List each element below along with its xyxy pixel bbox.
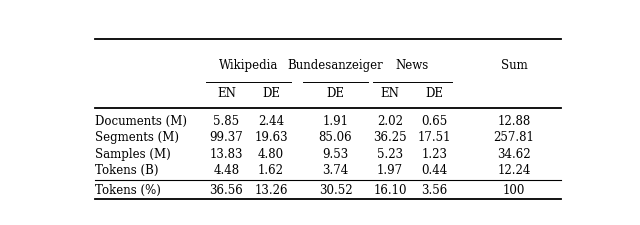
Text: 17.51: 17.51 bbox=[418, 131, 451, 144]
Text: 30.52: 30.52 bbox=[319, 184, 352, 197]
Text: 2.44: 2.44 bbox=[258, 115, 284, 128]
Text: 1.91: 1.91 bbox=[323, 115, 348, 128]
Text: 1.23: 1.23 bbox=[422, 148, 447, 161]
Text: 85.06: 85.06 bbox=[319, 131, 352, 144]
Text: Samples (M): Samples (M) bbox=[95, 148, 171, 161]
Text: DE: DE bbox=[426, 87, 444, 100]
Text: 4.48: 4.48 bbox=[213, 164, 239, 177]
Text: 1.62: 1.62 bbox=[258, 164, 284, 177]
Text: 257.81: 257.81 bbox=[493, 131, 534, 144]
Text: 13.26: 13.26 bbox=[254, 184, 288, 197]
Text: 12.24: 12.24 bbox=[497, 164, 531, 177]
Text: 12.88: 12.88 bbox=[497, 115, 531, 128]
Text: 99.37: 99.37 bbox=[209, 131, 243, 144]
Text: Sum: Sum bbox=[500, 59, 527, 72]
Text: 16.10: 16.10 bbox=[373, 184, 407, 197]
Text: Documents (M): Documents (M) bbox=[95, 115, 187, 128]
Text: 3.74: 3.74 bbox=[323, 164, 349, 177]
Text: 4.80: 4.80 bbox=[258, 148, 284, 161]
Text: 0.65: 0.65 bbox=[422, 115, 448, 128]
Text: Bundesanzeiger: Bundesanzeiger bbox=[287, 59, 383, 72]
Text: 5.85: 5.85 bbox=[213, 115, 239, 128]
Text: Segments (M): Segments (M) bbox=[95, 131, 179, 144]
Text: DE: DE bbox=[262, 87, 280, 100]
Text: EN: EN bbox=[381, 87, 399, 100]
Text: EN: EN bbox=[217, 87, 236, 100]
Text: 36.56: 36.56 bbox=[209, 184, 243, 197]
Text: 19.63: 19.63 bbox=[254, 131, 288, 144]
Text: 9.53: 9.53 bbox=[323, 148, 349, 161]
Text: 36.25: 36.25 bbox=[373, 131, 407, 144]
Text: 5.23: 5.23 bbox=[377, 148, 403, 161]
Text: DE: DE bbox=[326, 87, 344, 100]
Text: 0.44: 0.44 bbox=[422, 164, 448, 177]
Text: Tokens (%): Tokens (%) bbox=[95, 184, 161, 197]
Text: 34.62: 34.62 bbox=[497, 148, 531, 161]
Text: 100: 100 bbox=[503, 184, 525, 197]
Text: 2.02: 2.02 bbox=[377, 115, 403, 128]
Text: Tokens (B): Tokens (B) bbox=[95, 164, 158, 177]
Text: News: News bbox=[396, 59, 429, 72]
Text: 13.83: 13.83 bbox=[209, 148, 243, 161]
Text: 3.56: 3.56 bbox=[422, 184, 448, 197]
Text: 1.97: 1.97 bbox=[377, 164, 403, 177]
Text: Wikipedia: Wikipedia bbox=[219, 59, 278, 72]
